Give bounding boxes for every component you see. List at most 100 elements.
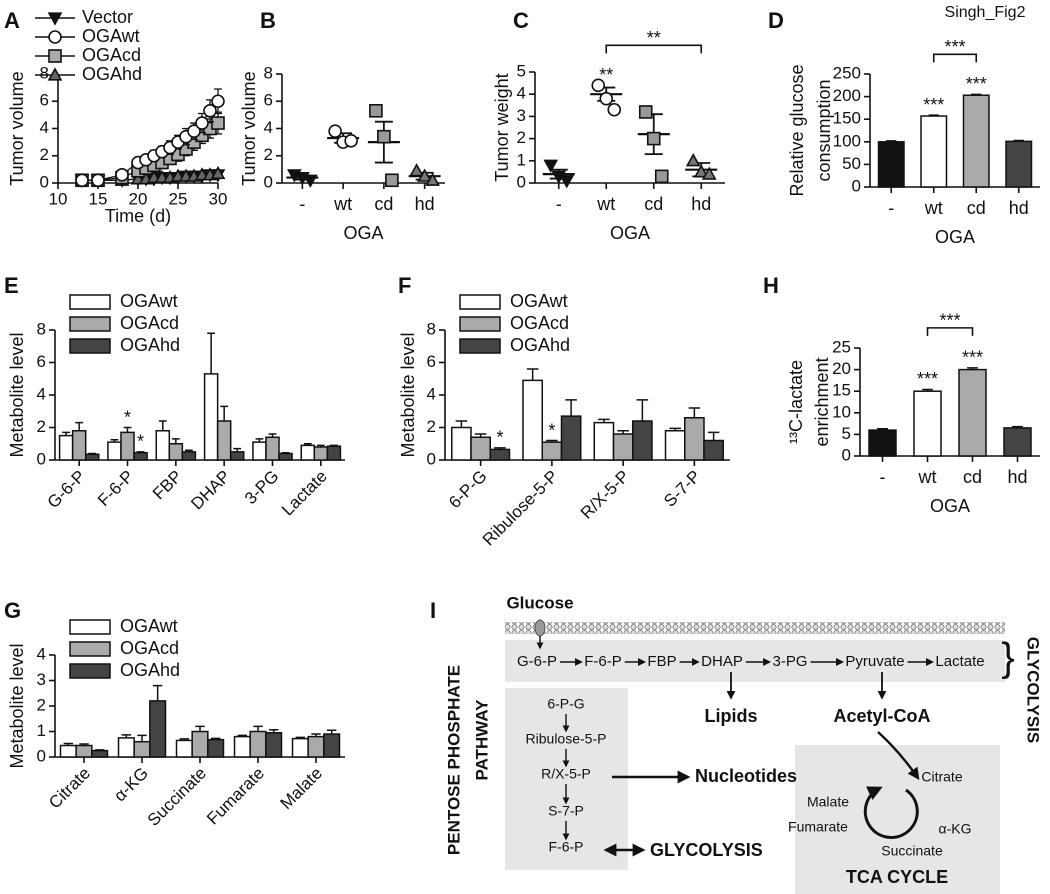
product: Nucleotides bbox=[695, 766, 797, 786]
metabolite: DHAP bbox=[701, 653, 743, 670]
bracket bbox=[605, 44, 703, 54]
bar bbox=[91, 749, 109, 758]
x-tick-label: cd bbox=[967, 198, 986, 218]
bracket bbox=[926, 327, 974, 336]
legend-swatch bbox=[69, 663, 111, 679]
metabolite: G-6-P bbox=[517, 653, 557, 670]
legend-marker bbox=[47, 67, 63, 81]
bar bbox=[313, 446, 329, 461]
y-tick-label: 50 bbox=[842, 154, 861, 173]
y-tick-label: 3 bbox=[517, 106, 526, 125]
x-tick-label: wt bbox=[918, 467, 937, 487]
panel-letter: A bbox=[4, 8, 20, 33]
x-tick-label: - bbox=[880, 467, 886, 487]
error-bar bbox=[928, 114, 939, 117]
error-bar bbox=[455, 420, 468, 428]
y-tick-label: 15 bbox=[832, 381, 851, 400]
bar bbox=[191, 730, 209, 758]
bar bbox=[703, 439, 724, 461]
bar bbox=[962, 94, 990, 188]
bar bbox=[133, 740, 151, 758]
y-tick-label: 10 bbox=[832, 402, 851, 421]
marker bbox=[328, 124, 342, 139]
brace: } bbox=[1001, 636, 1014, 680]
panel-letter: E bbox=[4, 273, 19, 298]
error-bar bbox=[184, 449, 193, 452]
bar bbox=[291, 737, 309, 758]
bar bbox=[149, 700, 167, 758]
x-tick-label: wt bbox=[924, 198, 943, 218]
x-tick-label: 25 bbox=[169, 189, 188, 208]
error-bar bbox=[886, 140, 897, 142]
bar bbox=[71, 430, 87, 461]
y-tick-label: 2 bbox=[37, 417, 46, 436]
error-bar bbox=[268, 433, 277, 438]
error-bar bbox=[171, 438, 180, 444]
error-bar bbox=[233, 447, 242, 452]
y-tick-label: 250 bbox=[833, 63, 861, 82]
y-tick-label: 2 bbox=[37, 695, 46, 714]
x-tick-label: FBP bbox=[149, 467, 186, 504]
marker bbox=[654, 169, 669, 184]
error-bar bbox=[79, 743, 89, 746]
bar bbox=[631, 420, 653, 461]
marker bbox=[91, 173, 105, 188]
panel-letter: F bbox=[398, 273, 411, 298]
marker bbox=[344, 133, 358, 148]
membrane bbox=[505, 622, 1005, 634]
x-tick-label: - bbox=[556, 194, 562, 214]
legend-label: OGAhd bbox=[120, 660, 180, 680]
marker bbox=[425, 172, 440, 186]
x-tick-label: F-6-P bbox=[94, 467, 137, 510]
y-axis-label: Tumor volume bbox=[239, 71, 259, 185]
metabolite: α-KG bbox=[939, 821, 972, 837]
x-axis-label: OGA bbox=[935, 227, 975, 247]
marker bbox=[115, 168, 129, 182]
error-bar bbox=[494, 447, 506, 450]
error-bar bbox=[121, 734, 132, 738]
bar bbox=[326, 445, 342, 461]
x-tick-label: Lactate bbox=[278, 467, 331, 520]
y-tick-label: 4 bbox=[517, 84, 526, 103]
error-bar bbox=[311, 733, 321, 737]
error-bar bbox=[63, 742, 74, 746]
y-tick-label: 4 bbox=[264, 118, 273, 137]
x-tick-label: Fumarate bbox=[203, 764, 268, 829]
annotation: ** bbox=[647, 28, 661, 48]
x-tick-label: G-6-P bbox=[44, 467, 89, 512]
pathway-label: GLYCOLYSIS bbox=[1024, 637, 1043, 743]
annotation: *** bbox=[944, 37, 965, 57]
marker bbox=[203, 103, 217, 118]
error-bar bbox=[636, 399, 649, 421]
x-tick-label: 30 bbox=[209, 189, 228, 208]
x-tick-label: hd bbox=[1009, 198, 1029, 218]
bar bbox=[133, 451, 148, 461]
y-tick-label: 2 bbox=[517, 128, 526, 147]
panel-letter: B bbox=[260, 8, 276, 33]
legend-swatch bbox=[69, 338, 111, 354]
y-tick-label: 0 bbox=[37, 746, 46, 765]
y-tick-label: 8 bbox=[40, 63, 49, 82]
error-bar bbox=[75, 421, 84, 431]
bar bbox=[451, 426, 472, 461]
pathway-label: PATHWAY bbox=[472, 699, 491, 781]
legend-label: OGAcd bbox=[510, 313, 569, 333]
metabolite: 3-PG bbox=[772, 653, 807, 670]
panel-letter: C bbox=[513, 8, 529, 33]
error-bar bbox=[877, 428, 888, 431]
box bbox=[795, 745, 1000, 894]
y-tick-label: 1 bbox=[37, 721, 46, 740]
bar bbox=[958, 368, 987, 457]
x-tick-label: Succinate bbox=[144, 764, 210, 830]
marker bbox=[409, 163, 424, 177]
error-bar bbox=[669, 427, 681, 431]
x-tick-label: Malate bbox=[276, 764, 326, 814]
y-axis-label: Tumor volume bbox=[7, 71, 27, 185]
bar bbox=[489, 448, 511, 461]
y-tick-label: 0 bbox=[852, 176, 861, 195]
y-tick-label: 5 bbox=[842, 424, 851, 443]
bar bbox=[913, 390, 942, 457]
legend-marker bbox=[47, 12, 63, 26]
error-bar bbox=[281, 451, 290, 454]
